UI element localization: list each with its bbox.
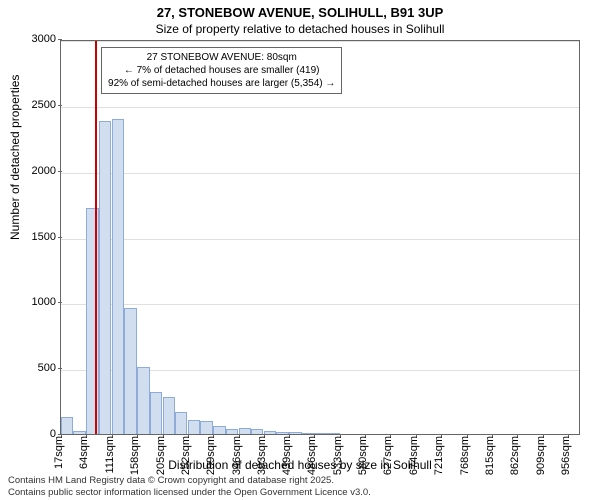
histogram-bar <box>112 119 124 434</box>
y-axis-label: Number of detached properties <box>8 75 22 240</box>
x-tick-label: 533sqm <box>332 436 344 475</box>
histogram-bar <box>327 433 339 434</box>
histogram-bar <box>213 426 225 434</box>
gridline <box>61 239 579 240</box>
footer-line1: Contains HM Land Registry data © Crown c… <box>8 475 371 486</box>
x-tick-label: 64sqm <box>78 436 90 469</box>
histogram-bar <box>302 433 314 434</box>
histogram-bar <box>188 420 200 434</box>
annotation-box: 27 STONEBOW AVENUE: 80sqm← 7% of detache… <box>101 47 342 94</box>
y-tick-label: 2000 <box>32 165 61 177</box>
chart-title: 27, STONEBOW AVENUE, SOLIHULL, B91 3UP <box>0 5 600 20</box>
histogram-bar <box>226 429 238 434</box>
x-tick-label: 439sqm <box>281 436 293 475</box>
histogram-bar <box>314 433 326 434</box>
x-tick-label: 862sqm <box>509 436 521 475</box>
histogram-bar <box>73 431 85 434</box>
y-tick-label: 1500 <box>32 231 61 243</box>
chart-subtitle: Size of property relative to detached ho… <box>0 22 600 36</box>
gridline <box>61 173 579 174</box>
y-tick-label: 3000 <box>32 33 61 45</box>
histogram-bar <box>124 308 136 434</box>
x-tick-label: 252sqm <box>180 436 192 475</box>
x-tick-label: 111sqm <box>104 436 116 474</box>
annotation-line: 92% of semi-detached houses are larger (… <box>108 77 335 90</box>
annotation-line: ← 7% of detached houses are smaller (419… <box>108 64 335 77</box>
x-tick-label: 205sqm <box>155 436 167 475</box>
histogram-bar <box>61 417 73 434</box>
gridline <box>61 41 579 42</box>
histogram-bar <box>239 428 251 434</box>
x-tick-label: 299sqm <box>205 436 217 475</box>
x-tick-label: 674sqm <box>408 436 420 475</box>
x-tick-label: 393sqm <box>256 436 268 475</box>
histogram-bar <box>200 421 212 434</box>
x-tick-label: 815sqm <box>484 436 496 475</box>
histogram-bar <box>163 397 175 434</box>
histogram-bar <box>137 367 149 434</box>
x-tick-label: 158sqm <box>129 436 141 475</box>
chart-area: 05001000150020002500300017sqm64sqm111sqm… <box>60 40 580 435</box>
x-tick-label: 17sqm <box>53 436 65 469</box>
y-tick-label: 2500 <box>32 99 61 111</box>
histogram-bar <box>86 208 98 434</box>
x-tick-label: 580sqm <box>357 436 369 475</box>
x-tick-label: 721sqm <box>433 436 445 475</box>
x-tick-label: 627sqm <box>382 436 394 475</box>
footer-line2: Contains public sector information licen… <box>8 487 371 498</box>
histogram-bar <box>264 431 276 434</box>
x-tick-label: 346sqm <box>231 436 243 475</box>
x-tick-label: 486sqm <box>306 436 318 475</box>
annotation-line: 27 STONEBOW AVENUE: 80sqm <box>108 51 335 64</box>
footer-attribution: Contains HM Land Registry data © Crown c… <box>8 475 371 498</box>
histogram-bar <box>276 432 288 434</box>
histogram-bar <box>289 432 301 434</box>
histogram-bar <box>251 429 263 434</box>
histogram-bar <box>150 392 162 434</box>
x-tick-label: 909sqm <box>535 436 547 475</box>
histogram-bar <box>99 121 111 434</box>
x-tick-label: 768sqm <box>459 436 471 475</box>
gridline <box>61 304 579 305</box>
x-tick-label: 956sqm <box>560 436 572 475</box>
y-tick-label: 500 <box>38 362 61 374</box>
histogram-bar <box>175 412 187 434</box>
gridline <box>61 107 579 108</box>
property-marker-line <box>95 41 97 434</box>
y-tick-label: 1000 <box>32 296 61 308</box>
